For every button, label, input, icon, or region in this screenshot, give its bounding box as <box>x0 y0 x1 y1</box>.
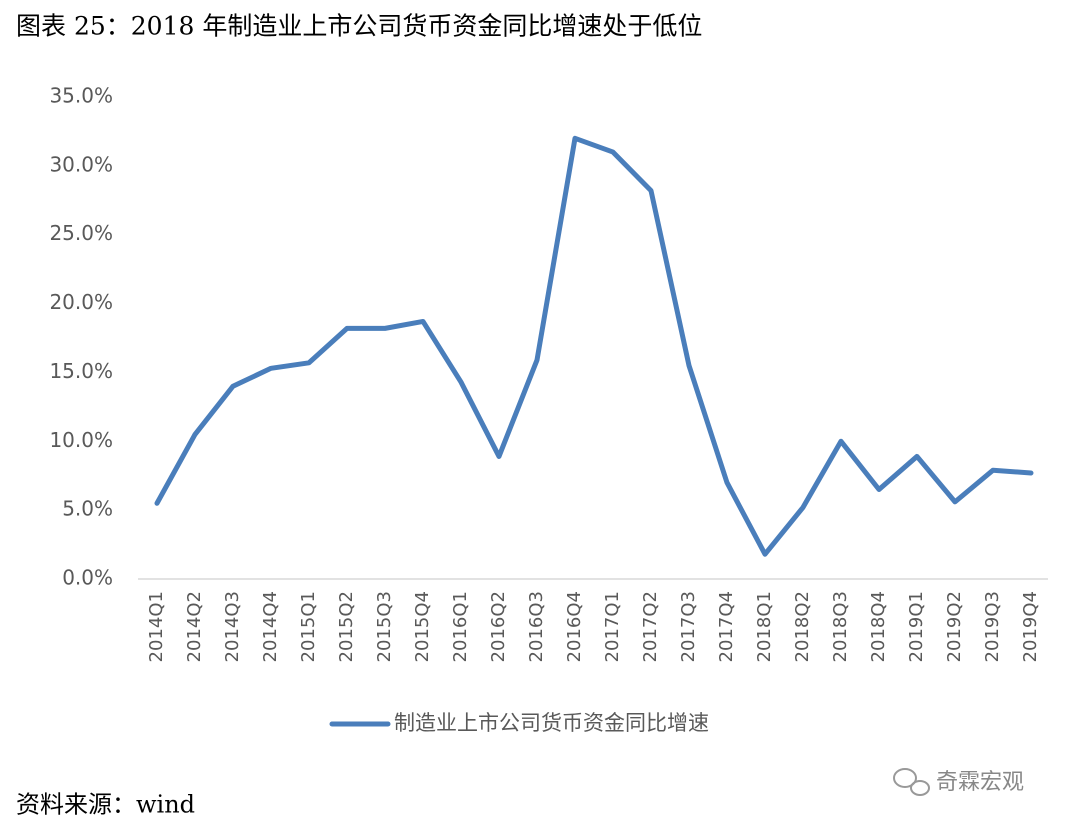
y-tick-label: 15.0% <box>49 359 113 383</box>
x-tick-label: 2018Q1 <box>754 591 775 662</box>
x-tick-label: 2015Q2 <box>336 591 357 662</box>
x-tick-label: 2017Q4 <box>716 591 737 662</box>
x-tick-label: 2018Q4 <box>868 591 889 662</box>
y-tick-label: 25.0% <box>49 221 113 245</box>
x-tick-label: 2017Q3 <box>678 591 699 662</box>
x-tick-label: 2015Q1 <box>298 591 319 662</box>
x-tick-label: 2014Q2 <box>184 591 205 662</box>
watermark: 奇霖宏观 <box>936 770 1024 795</box>
watermark-icon <box>893 768 930 796</box>
x-tick-label: 2019Q3 <box>982 591 1003 662</box>
x-tick-label: 2017Q2 <box>640 591 661 662</box>
x-tick-label: 2018Q3 <box>830 591 851 662</box>
y-tick-label: 10.0% <box>49 428 113 452</box>
y-tick-label: 30.0% <box>49 152 113 176</box>
x-tick-label: 2016Q3 <box>526 591 547 662</box>
x-tick-label: 2019Q2 <box>944 591 965 662</box>
y-tick-label: 35.0% <box>49 84 113 108</box>
x-tick-label: 2014Q4 <box>260 591 281 662</box>
x-tick-label: 2014Q3 <box>222 591 243 662</box>
x-tick-label: 2016Q4 <box>564 591 585 662</box>
x-tick-label: 2015Q4 <box>412 591 433 662</box>
source: 资料来源：wind <box>16 791 195 819</box>
x-tick-label: 2016Q2 <box>488 591 509 662</box>
y-tick-label: 5.0% <box>62 497 113 521</box>
y-tick-label: 20.0% <box>49 290 113 314</box>
x-tick-label: 2019Q4 <box>1020 591 1041 662</box>
x-tick-label: 2017Q1 <box>602 591 623 662</box>
y-tick-label: 0.0% <box>62 566 113 590</box>
x-tick-label: 2018Q2 <box>792 591 813 662</box>
line <box>154 135 1034 557</box>
x-tick-label: 2016Q1 <box>450 591 471 662</box>
x-tick-label: 2014Q1 <box>146 591 167 662</box>
x-tick-label: 2019Q1 <box>906 591 927 662</box>
x-tick-label: 2015Q3 <box>374 591 395 662</box>
legend-label: 制造业上市公司货币资金同比增速 <box>394 711 709 735</box>
chart-title: 图表 25：2018 年制造业上市公司货币资金同比增速处于低位 <box>16 12 702 41</box>
